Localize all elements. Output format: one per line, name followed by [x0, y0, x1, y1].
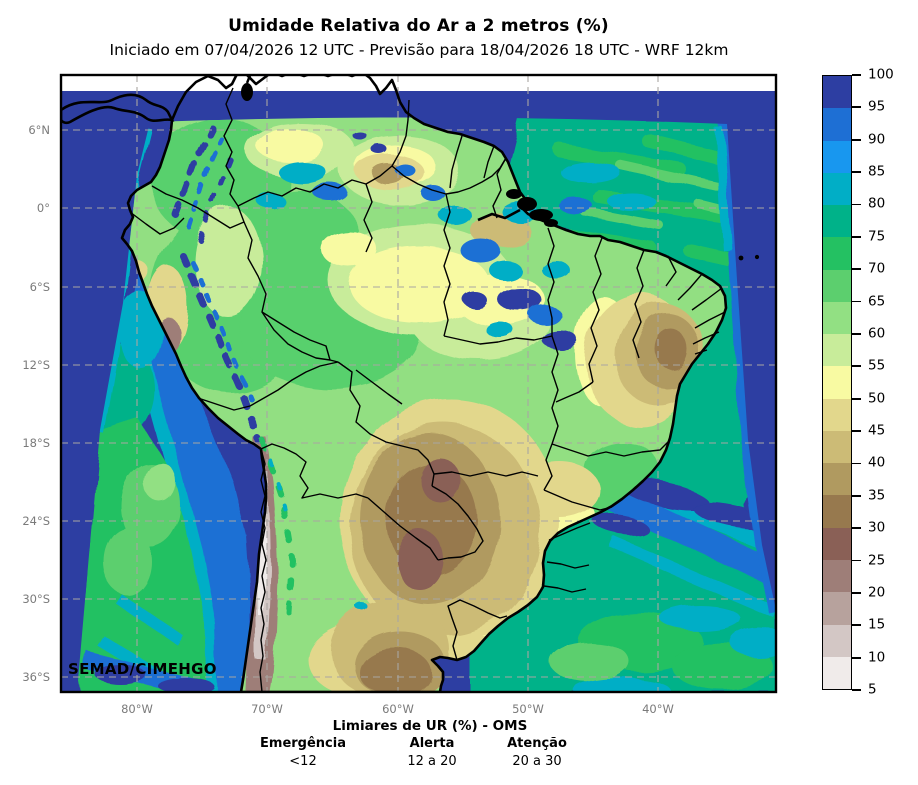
colorbar-tick-label: 45 [868, 422, 886, 439]
threshold-value: <12 [289, 754, 317, 769]
colorbar-tick [852, 300, 861, 303]
colorbar-tick-label: 100 [868, 66, 894, 83]
colorbar-tick [852, 203, 861, 206]
watermark: SEMAD/CIMEHGO [68, 660, 217, 678]
colorbar-tick-label: 80 [868, 196, 886, 213]
colorbar-tick-label: 50 [868, 390, 886, 407]
colorbar-tick [852, 494, 861, 497]
colorbar-tick [852, 268, 861, 271]
colorbar-tick [852, 365, 861, 368]
colorbar-tick [852, 235, 861, 238]
threshold-attention: Atenção 20 a 30 [507, 736, 567, 769]
colorbar-tick [852, 462, 861, 465]
colorbar-tick-label: 25 [868, 552, 886, 569]
colorbar-cell-80-85 [823, 172, 851, 206]
political-borders [129, 87, 726, 692]
colorbar-cell-35-40 [823, 463, 851, 496]
colorbar-cell-85-90 [823, 140, 851, 173]
colorbar-tick [852, 559, 861, 562]
land-humidity-field [122, 118, 705, 692]
page-subtitle: Iniciado em 07/04/2026 12 UTC - Previsão… [109, 41, 729, 59]
colorbar-tick-label: 95 [868, 99, 886, 116]
colorbar-cell-55-60 [823, 334, 851, 367]
colorbar-tick [852, 106, 861, 109]
colorbar-tick [852, 591, 861, 594]
water-bodies [241, 75, 760, 261]
central-america-coast [61, 93, 175, 125]
colorbar-tick-label: 55 [868, 357, 886, 374]
page-title: Umidade Relativa do Ar a 2 metros (%) [228, 16, 609, 36]
lon-tick-label: 60°W [382, 702, 414, 716]
colorbar-cell-90-95 [823, 108, 851, 141]
colorbar-tick [852, 138, 861, 141]
colorbar-tick-label: 75 [868, 228, 886, 245]
lon-tick-label: 70°W [251, 702, 283, 716]
colorbar-tick-label: 40 [868, 455, 886, 472]
threshold-value: 12 a 20 [407, 754, 457, 769]
colorbar-tick-label: 90 [868, 131, 886, 148]
colorbar-tick [852, 689, 861, 691]
colorbar-tick-label: 35 [868, 487, 886, 504]
colorbar-tick-label: 60 [868, 325, 886, 342]
colorbar-cell-30-35 [823, 495, 851, 528]
colorbar [822, 75, 852, 690]
thresholds-title: Limiares de UR (%) - OMS [332, 718, 528, 734]
colorbar-cell-60-65 [823, 301, 851, 335]
graticule [61, 75, 776, 692]
colorbar-tick-label: 85 [868, 163, 886, 180]
model-domain [78, 117, 776, 692]
lon-tick-label: 80°W [121, 702, 153, 716]
lon-tick-label: 50°W [512, 702, 544, 716]
threshold-label: Atenção [507, 736, 567, 751]
threshold-value: 20 a 30 [512, 754, 562, 769]
colorbar-cell-45-50 [823, 398, 851, 431]
colorbar-tick [852, 527, 861, 530]
lon-tick-label: 40°W [642, 702, 674, 716]
no-data-band [61, 75, 776, 91]
threshold-emergency: Emergência <12 [260, 736, 346, 769]
colorbar-cell-75-80 [823, 205, 851, 238]
colorbar-tick-label: 20 [868, 584, 886, 601]
colorbar-tick [852, 333, 861, 335]
colorbar-cell-15-20 [823, 592, 851, 625]
colorbar-cell-65-70 [823, 269, 851, 302]
threshold-label: Alerta [409, 736, 455, 751]
colorbar-tick-label: 10 [868, 649, 886, 666]
colorbar-tick [852, 171, 861, 173]
colorbar-tick-label: 65 [868, 293, 886, 310]
colorbar-cell-20-25 [823, 559, 851, 593]
threshold-label: Emergência [260, 736, 346, 751]
colorbar-tick [852, 656, 861, 659]
map-frame [59, 73, 778, 694]
colorbar-tick-label: 5 [868, 681, 877, 698]
colorbar-tick [852, 397, 861, 400]
colorbar-tick-label: 70 [868, 260, 886, 277]
colorbar-tick [852, 74, 861, 76]
threshold-alert: Alerta 12 a 20 [407, 736, 456, 769]
colorbar-cell-70-75 [823, 237, 851, 270]
colorbar-cell-95-100 [823, 76, 851, 109]
colorbar-tick [852, 624, 861, 627]
colorbar-cell-50-55 [823, 366, 851, 399]
colorbar-cell-10-15 [823, 624, 851, 657]
colorbar-tick [852, 430, 861, 432]
colorbar-cell-5-10 [823, 656, 851, 690]
colorbar-tick-label: 15 [868, 616, 886, 633]
colorbar-tick-label: 30 [868, 519, 886, 536]
colorbar-cell-25-30 [823, 527, 851, 560]
colorbar-cell-40-45 [823, 430, 851, 464]
